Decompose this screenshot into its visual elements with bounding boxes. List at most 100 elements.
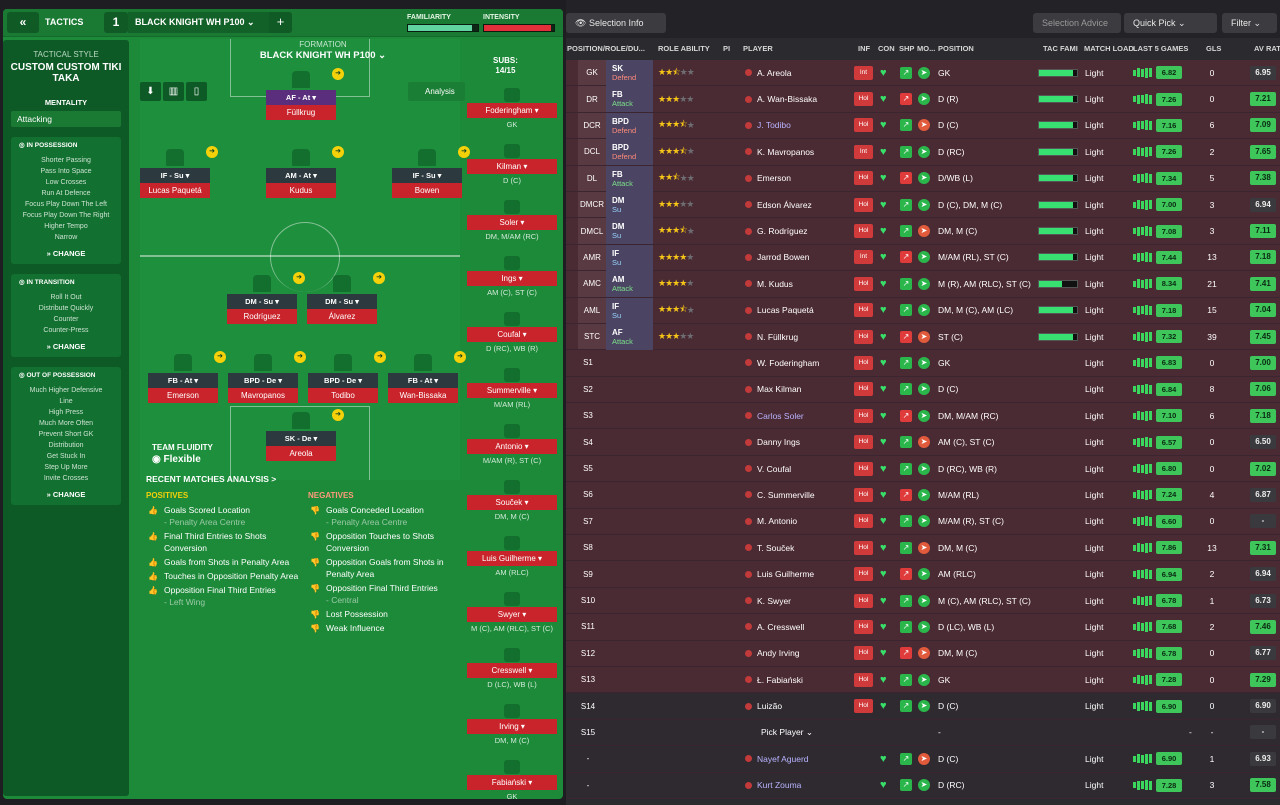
player-name[interactable]: Kurt Zouma (744, 773, 801, 798)
position-role-dropdown[interactable]: BPD - De ▾ (308, 373, 378, 388)
role-duty-dropdown[interactable]: AM Attack (606, 271, 653, 298)
position-role-dropdown[interactable]: AM - At ▾ (266, 168, 336, 183)
position-player-name[interactable]: Bowen (392, 183, 462, 198)
sub-player-name[interactable]: Fabiański ▾ (467, 775, 557, 790)
table-row[interactable]: STC AF Attack ★★★ ★ ★ N. Füllkrug Hol ♥ ↗ ➤ ST (C) L… (566, 323, 1280, 351)
role-duty-dropdown[interactable]: FB Attack (606, 86, 653, 113)
table-row[interactable]: DMCL DM Su ★★★⯪ ★ G. Rodríguez Hol ♥ ↗ ➤ DM, M (C)… (566, 218, 1280, 245)
sub-player[interactable]: Swyer ▾ M (C), AM (RLC), ST (C) (467, 592, 557, 633)
table-row[interactable]: - Kurt Zouma ♥ ↗ ➤ D (RC) Light 7.28 3 7.58 (566, 772, 1280, 799)
position-player-name[interactable]: Lucas Paquetá (140, 183, 210, 198)
table-row[interactable]: GK SK Defend ★★⯪ ★ ★ A. Areola Int ♥ ↗ ➤ GK Light 6.8… (566, 60, 1280, 87)
position-role-dropdown[interactable]: BPD - De ▾ (228, 373, 298, 388)
col-avrat[interactable]: AV RAT (1254, 44, 1280, 53)
table-row[interactable]: S6 C. Summerville Hol ♥ ↗ ➤ M/AM (RL) Light 7.24… (566, 482, 1280, 509)
table-row[interactable]: DR FB Attack ★★★ ★ ★ A. Wan-Bissaka Hol ♥ ↗ ➤ D (R)… (566, 86, 1280, 113)
table-row[interactable]: S15 Pick Player ⌄ - - - - (566, 719, 1280, 747)
position-role-dropdown[interactable]: IF - Su ▾ (392, 168, 462, 183)
sub-player-name[interactable]: Luis Guilherme ▾ (467, 551, 557, 566)
sub-player[interactable]: Irving ▾ DM, M (C) (467, 704, 557, 745)
player-name[interactable]: V. Coufal (744, 456, 791, 481)
pitch-position[interactable]: BPD - De ▾ Mavropanos ➜ (228, 351, 306, 403)
pitch-position[interactable]: AM - At ▾ Kudus ➜ (266, 146, 344, 198)
role-duty-dropdown[interactable]: SK Defend (606, 60, 653, 86)
col-con[interactable]: CON (878, 44, 895, 53)
sub-player[interactable]: Foderingham ▾ GK (467, 88, 557, 129)
table-row[interactable]: S4 Danny Ings Hol ♥ ↗ ➤ AM (C), ST (C) Light 6.5… (566, 429, 1280, 456)
sub-player[interactable]: Ings ▾ AM (C), ST (C) (467, 256, 557, 297)
add-tactic-button[interactable]: + (269, 12, 292, 33)
player-name[interactable]: Ł. Fabiański (744, 667, 803, 692)
phone-icon[interactable]: ▯ (186, 82, 207, 101)
player-name[interactable]: Lucas Paquetá (744, 298, 814, 323)
sub-player-name[interactable]: Summerville ▾ (467, 383, 557, 398)
in-transition-change-button[interactable]: » CHANGE (46, 342, 86, 351)
recent-matches-analysis-link[interactable]: RECENT MATCHES ANALYSIS > (146, 474, 277, 484)
player-name[interactable]: G. Rodríguez (744, 218, 808, 243)
table-row[interactable]: S14 Luizão Hol ♥ ↗ ➤ D (C) Light 6.90 0 6.90 (566, 693, 1280, 720)
table-row[interactable]: S2 Max Kilman Hol ♥ ↗ ➤ D (C) Light 6.84 8 7.06 (566, 376, 1280, 404)
sub-player-name[interactable]: Coufal ▾ (467, 327, 557, 342)
position-role-dropdown[interactable]: SK - De ▾ (266, 431, 336, 446)
sub-player-name[interactable]: Swyer ▾ (467, 607, 557, 622)
selection-info-button[interactable]: 👁 Selection Info (566, 13, 666, 33)
player-name[interactable]: Pick Player ⌄ (761, 720, 813, 745)
position-player-name[interactable]: Füllkrug (266, 105, 336, 120)
table-row[interactable]: S7 M. Antonio Hol ♥ ↗ ➤ M/AM (R), ST (C) Light 6… (566, 508, 1280, 536)
sub-player-name[interactable]: Soler ▾ (467, 215, 557, 230)
position-player-name[interactable]: Areola (266, 446, 336, 461)
col-last5[interactable]: LAST 5 GAMES (1133, 44, 1189, 53)
position-player-name[interactable]: Emerson (148, 388, 218, 403)
col-inf[interactable]: INF (858, 44, 871, 53)
pitch-position[interactable]: IF - Su ▾ Bowen ➜ (392, 146, 470, 198)
sub-player[interactable]: Cresswell ▾ D (LC), WB (L) (467, 648, 557, 689)
analysis-button[interactable]: Analysis (408, 82, 465, 101)
role-duty-dropdown[interactable]: DM Su (606, 191, 653, 218)
tactic-name-dropdown[interactable]: BLACK KNIGHT WH P100 ⌄ (128, 12, 269, 33)
player-name[interactable]: T. Souček (744, 535, 794, 560)
table-row[interactable]: DCL BPD Defend ★★★⯪ ★ K. Mavropanos Int ♥ ↗ ➤ D (R… (566, 139, 1280, 166)
tactic-slot-number[interactable]: 1 (104, 12, 128, 33)
role-duty-dropdown[interactable]: IF Su (606, 244, 653, 271)
selection-advice-button[interactable]: Selection Advice (1033, 13, 1121, 33)
in-possession-change-button[interactable]: » CHANGE (46, 249, 86, 258)
col-player[interactable]: PLAYER (743, 44, 773, 53)
player-name[interactable]: A. Wan-Bissaka (744, 86, 817, 111)
quick-pick-button[interactable]: Quick Pick ⌄ (1124, 13, 1217, 33)
position-role-dropdown[interactable]: FB - At ▾ (148, 373, 218, 388)
sub-player-name[interactable]: Ings ▾ (467, 271, 557, 286)
table-row[interactable]: AML IF Su ★★★⯪ ★ Lucas Paquetá Hol ♥ ↗ ➤ DM, M (C)… (566, 297, 1280, 324)
table-row[interactable]: DL FB Attack ★★⯪ ★ ★ Emerson Hol ♥ ↗ ➤ D/WB (L) Ligh… (566, 165, 1280, 192)
sub-player-name[interactable]: Kilman ▾ (467, 159, 557, 174)
table-row[interactable]: AMC AM Attack ★★★★ ★ M. Kudus Hol ♥ ↗ ➤ M (R), AM … (566, 271, 1280, 298)
player-name[interactable]: Max Kilman (744, 377, 801, 402)
table-row[interactable]: - Nayef Aguerd ♥ ↗ ➤ D (C) Light 6.90 1 6.93 (566, 746, 1280, 773)
col-position[interactable]: POSITION (938, 44, 974, 53)
col-load[interactable]: MATCH LOAD (1084, 44, 1134, 53)
player-name[interactable]: Edson Álvarez (744, 192, 812, 217)
player-name[interactable]: C. Summerville (744, 482, 815, 507)
table-row[interactable]: S10 K. Swyer Hol ♥ ↗ ➤ M (C), AM (RLC), ST (C)… (566, 587, 1280, 615)
player-name[interactable]: J. Todibo (744, 113, 791, 138)
mentality-dropdown[interactable]: Attacking (11, 111, 121, 127)
pitch-position[interactable]: BPD - De ▾ Todibo ➜ (308, 351, 386, 403)
table-row[interactable]: S12 Andy Irving Hol ♥ ↗ ➤ DM, M (C) Light 6.78 0 6… (566, 640, 1280, 667)
pitch-position[interactable]: FB - At ▾ Emerson ➜ (148, 351, 226, 403)
player-name[interactable]: Luis Guilherme (744, 561, 814, 586)
intensity-meter[interactable] (483, 24, 555, 32)
table-row[interactable]: AMR IF Su ★★★★ ★ Jarrod Bowen Int ♥ ↗ ➤ M/AM (RL),… (566, 244, 1280, 272)
sub-player-name[interactable]: Antonio ▾ (467, 439, 557, 454)
sub-player[interactable]: Fabiański ▾ GK (467, 760, 557, 799)
pitch-position[interactable]: DM - Su ▾ Rodríguez ➜ (227, 272, 305, 324)
col-gls[interactable]: GLS (1206, 44, 1222, 53)
sub-player[interactable]: Coufal ▾ D (RC), WB (R) (467, 312, 557, 353)
position-player-name[interactable]: Wan-Bissaka (388, 388, 458, 403)
col-mo[interactable]: MO... (917, 44, 936, 53)
sub-player-name[interactable]: Souček ▾ (467, 495, 557, 510)
position-role-dropdown[interactable]: DM - Su ▾ (227, 294, 297, 309)
table-row[interactable]: DMCR DM Su ★★★ ★ ★ Edson Álvarez Hol ♥ ↗ ➤ D (C), D… (566, 191, 1280, 219)
sub-player[interactable]: Summerville ▾ M/AM (RL) (467, 368, 557, 409)
col-tac[interactable]: TAC FAMI (1043, 44, 1078, 53)
familiarity-meter[interactable] (407, 24, 479, 32)
sub-player-name[interactable]: Cresswell ▾ (467, 663, 557, 678)
